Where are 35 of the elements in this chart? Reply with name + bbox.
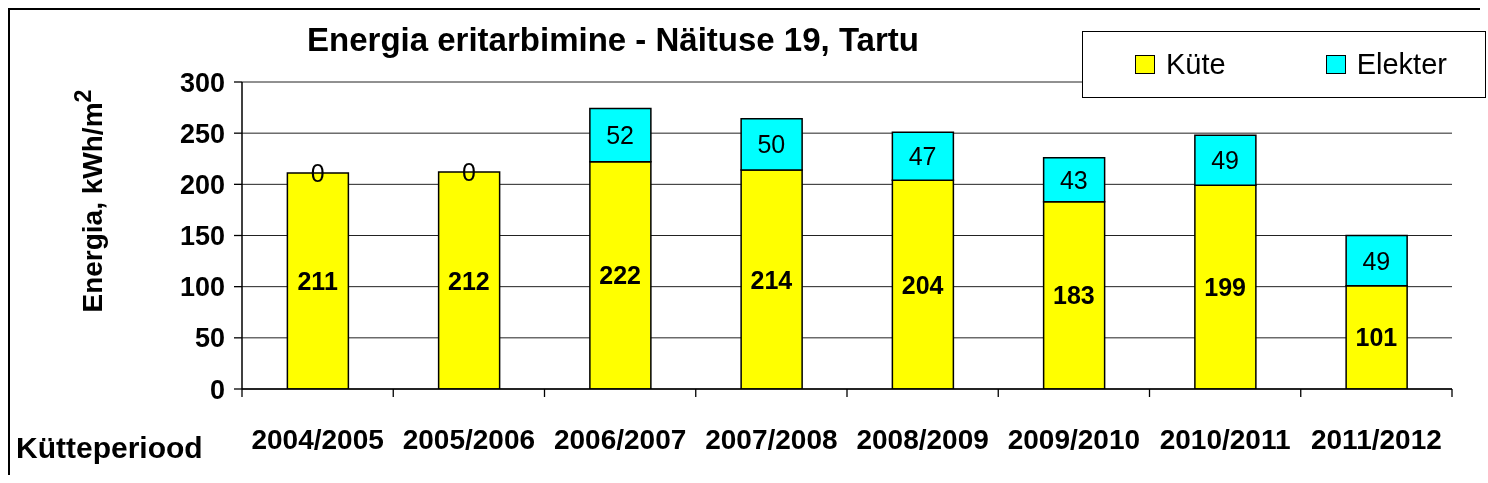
y-tick-label: 50 bbox=[194, 323, 225, 354]
data-label: 204 bbox=[901, 270, 944, 299]
data-label: 212 bbox=[448, 266, 490, 295]
legend-label: Küte bbox=[1166, 48, 1226, 81]
data-label: 50 bbox=[757, 130, 786, 159]
legend-label: Elekter bbox=[1356, 48, 1447, 81]
x-tick-label: 2005/2006 bbox=[402, 424, 536, 455]
x-axis-title: Kütteperiood bbox=[16, 431, 203, 464]
data-label: 47 bbox=[908, 142, 937, 171]
x-tick-label: 2006/2007 bbox=[553, 424, 687, 455]
data-label: 43 bbox=[1059, 165, 1088, 194]
data-label: 199 bbox=[1204, 273, 1246, 302]
chart-title: Energia eritarbimine - Näituse 19, Tartu bbox=[307, 21, 919, 58]
data-label: 214 bbox=[750, 265, 793, 294]
data-label: 101 bbox=[1355, 323, 1398, 352]
data-label: 0 bbox=[310, 159, 325, 188]
x-tick-label: 2011/2012 bbox=[1310, 424, 1442, 455]
y-tick-label: 150 bbox=[179, 221, 225, 252]
data-label: 49 bbox=[1211, 146, 1240, 175]
data-label: 222 bbox=[599, 261, 641, 290]
x-tick-label: 2004/2005 bbox=[251, 424, 384, 455]
data-label: 183 bbox=[1053, 281, 1095, 310]
y-tick-label: 250 bbox=[179, 118, 225, 149]
y-tick-label: 300 bbox=[179, 67, 225, 98]
x-tick-label: 2008/2009 bbox=[856, 424, 989, 455]
data-label: 0 bbox=[461, 158, 476, 187]
data-label: 52 bbox=[606, 121, 635, 150]
y-tick-label: 0 bbox=[209, 374, 225, 405]
y-tick-label: 200 bbox=[179, 169, 225, 200]
x-tick-label: 2010/2011 bbox=[1159, 424, 1291, 455]
data-label: 49 bbox=[1362, 246, 1391, 275]
x-tick-label: 2009/2010 bbox=[1007, 424, 1141, 455]
data-label: 211 bbox=[297, 267, 338, 296]
x-tick-label: 2007/2008 bbox=[705, 424, 838, 455]
y-tick-label: 100 bbox=[179, 272, 225, 303]
